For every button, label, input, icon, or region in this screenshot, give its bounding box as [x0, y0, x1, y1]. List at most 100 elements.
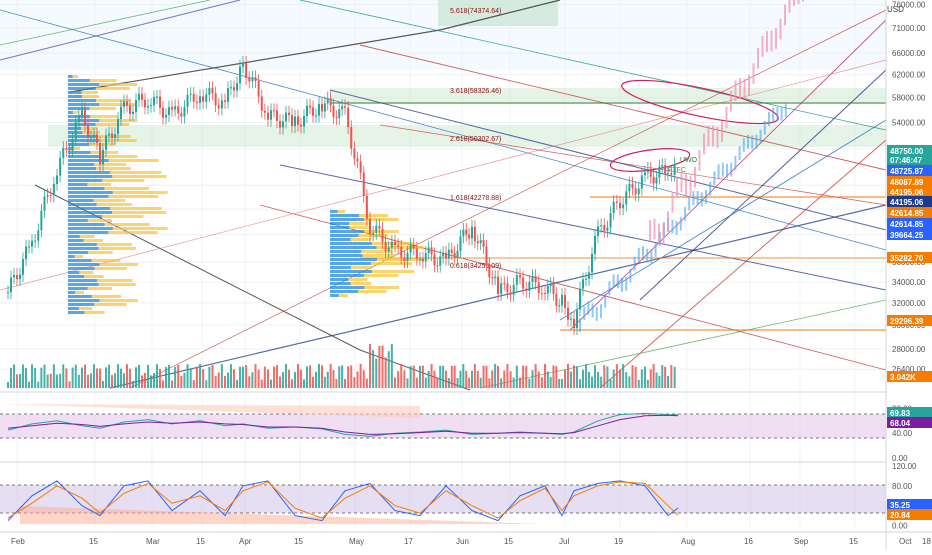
time-tick-label: Feb — [11, 537, 25, 546]
candle-body — [485, 246, 488, 264]
candle-body — [321, 103, 323, 112]
candle-body — [597, 226, 599, 236]
volume-bar — [315, 371, 317, 388]
projection-candle — [768, 112, 770, 126]
volume-bar — [270, 379, 272, 388]
candle-body — [10, 277, 12, 293]
volume-profile-bar — [68, 291, 76, 294]
volume-bar — [285, 364, 287, 388]
candle-body — [378, 225, 381, 229]
stoch-divergence — [20, 506, 540, 524]
volume-bar — [49, 373, 52, 388]
volume-bar — [77, 374, 80, 388]
volume-bar — [594, 365, 596, 388]
candle-body — [512, 284, 515, 295]
candle-body — [387, 247, 390, 252]
candle-body — [591, 253, 593, 273]
projection-candle — [604, 293, 607, 308]
volume-profile-bar — [68, 211, 113, 214]
volume-bar — [312, 376, 314, 388]
volume-profile-bar — [68, 79, 90, 82]
candle-body — [622, 204, 625, 209]
volume-profile-bar — [87, 219, 113, 222]
candle-body — [129, 105, 131, 114]
volume-bar — [99, 368, 101, 388]
candle-body — [303, 116, 305, 127]
candle-body — [180, 113, 183, 117]
projection-candle — [700, 192, 703, 207]
candle-body — [230, 87, 232, 89]
candle-body — [239, 66, 241, 84]
price-tick-label: 28000.00 — [892, 345, 926, 354]
volume-profile-bar — [68, 159, 109, 162]
projection-candle — [784, 103, 787, 118]
volume-bar — [19, 374, 21, 388]
candle-body — [37, 230, 40, 241]
candle-body — [192, 93, 195, 102]
candle-body — [159, 96, 161, 108]
volume-profile-bar — [102, 179, 145, 182]
volume-bar — [28, 381, 30, 388]
volume-bar — [430, 364, 433, 388]
price-tick-label: 26400.00 — [892, 365, 926, 374]
candle-body — [248, 78, 251, 82]
volume-bar — [658, 376, 661, 388]
volume-bar — [359, 364, 362, 388]
time-tick-label: Jul — [559, 537, 569, 546]
projection-candle — [717, 164, 720, 179]
candle-body — [108, 133, 110, 136]
volume-bar — [384, 357, 387, 388]
candle-body — [400, 246, 403, 258]
candle-body — [459, 236, 462, 251]
candle-body — [150, 105, 152, 107]
volume-profile-bar — [330, 262, 371, 265]
candle-body — [153, 97, 155, 106]
rsi-line — [7, 412, 679, 437]
stoch-value-label: 35.25 — [890, 501, 911, 510]
volume-profile-bar — [349, 222, 369, 225]
candle-body — [102, 149, 104, 165]
candle-body — [468, 234, 471, 239]
price-tag-label: 07:46:47 — [890, 156, 923, 165]
candle-body — [403, 257, 406, 262]
price-tick-label: 58000.00 — [892, 94, 926, 103]
volume-profile-bar — [330, 266, 351, 269]
volume-bar — [573, 365, 575, 388]
candle-body — [579, 288, 581, 310]
volume-profile-bar — [112, 175, 167, 178]
projection-candle — [654, 243, 657, 257]
time-tick-label: Sep — [794, 537, 809, 546]
volume-profile-bar — [348, 278, 367, 281]
volume-profile-bar — [99, 83, 138, 86]
volume-bar — [433, 370, 436, 388]
volume-profile-bar — [68, 231, 109, 234]
candle-body — [227, 88, 229, 102]
price-tick-label: 66000.00 — [892, 49, 926, 58]
volume-bar — [329, 364, 332, 388]
candle-body — [453, 252, 456, 258]
candle-body — [49, 195, 52, 197]
candle-body — [433, 254, 436, 266]
volume-bar — [468, 377, 471, 388]
volume-profile-bar — [68, 151, 91, 154]
projection-candle — [748, 74, 750, 96]
candle-body — [503, 283, 506, 285]
trendline — [0, 9, 887, 251]
price-tag — [887, 371, 932, 382]
candle-body — [344, 106, 346, 108]
candle-body — [528, 281, 531, 291]
price-tag — [887, 218, 932, 229]
volume-bar — [488, 378, 491, 388]
volume-bar — [297, 364, 299, 388]
volume-profile-bar — [73, 147, 81, 150]
time-tick-label: 15 — [196, 537, 205, 546]
projection-candle — [734, 156, 737, 170]
price-tag-label: 44195.06 — [890, 198, 924, 207]
projection-candle — [684, 207, 686, 221]
volume-bar — [236, 379, 238, 388]
volume-profile-bar — [94, 163, 127, 166]
candle-body — [447, 249, 450, 259]
volume-bar — [22, 364, 24, 388]
